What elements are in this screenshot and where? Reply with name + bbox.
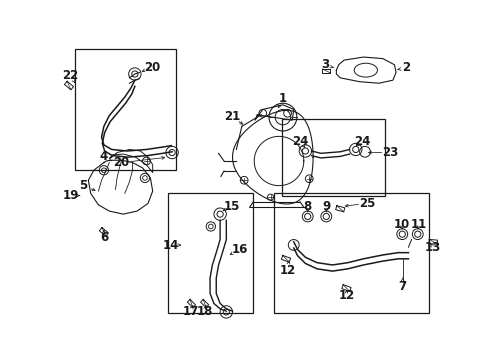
Bar xyxy=(282,119,385,195)
Text: 19: 19 xyxy=(62,189,79,202)
Text: 6: 6 xyxy=(100,231,108,244)
Text: 3: 3 xyxy=(320,58,329,71)
Bar xyxy=(168,193,253,313)
Text: 16: 16 xyxy=(231,243,247,256)
Text: 5: 5 xyxy=(79,179,87,192)
Text: 14: 14 xyxy=(163,239,179,252)
Text: 7: 7 xyxy=(398,280,406,293)
Text: 23: 23 xyxy=(383,146,399,159)
Text: 15: 15 xyxy=(223,200,240,213)
Text: 24: 24 xyxy=(292,135,308,148)
Text: 13: 13 xyxy=(425,241,441,254)
Text: 20: 20 xyxy=(114,156,130,169)
Text: 20: 20 xyxy=(145,61,161,74)
Bar xyxy=(274,193,429,313)
Text: 10: 10 xyxy=(394,218,411,231)
Text: 9: 9 xyxy=(322,200,330,213)
Text: 22: 22 xyxy=(62,69,79,82)
Text: 17: 17 xyxy=(183,305,199,318)
Text: 8: 8 xyxy=(304,200,312,213)
Text: 25: 25 xyxy=(359,197,375,210)
Text: 2: 2 xyxy=(402,61,410,74)
Text: 24: 24 xyxy=(354,135,370,148)
Text: 12: 12 xyxy=(338,289,355,302)
Text: 18: 18 xyxy=(196,305,213,318)
Text: 4: 4 xyxy=(100,150,108,163)
Text: 1: 1 xyxy=(279,92,287,105)
Text: 11: 11 xyxy=(411,218,427,231)
Bar xyxy=(75,49,176,170)
Text: 12: 12 xyxy=(279,264,295,277)
Text: 21: 21 xyxy=(223,110,240,123)
